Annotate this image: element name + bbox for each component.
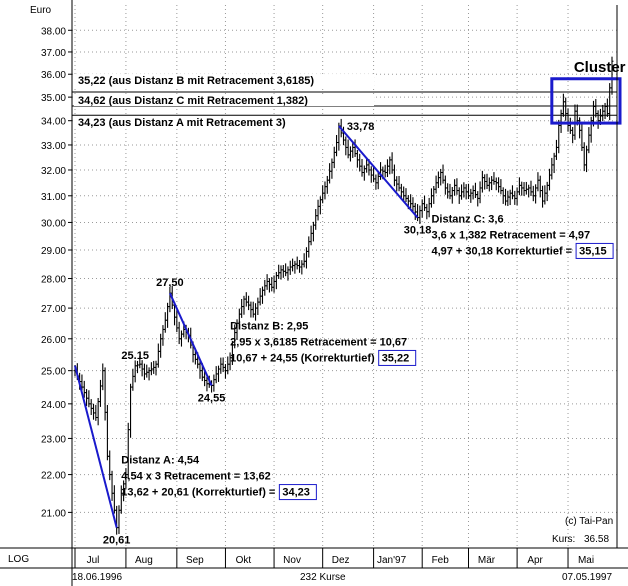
level-label-bg: [74, 94, 374, 107]
y-tick-label: 28.00: [41, 275, 66, 286]
level-label-bg: [74, 116, 374, 129]
annotation-result-box: [378, 349, 417, 366]
y-tick-label: 32.00: [41, 166, 66, 177]
trend-lines: [74, 125, 419, 528]
y-tick-label: 21.00: [41, 508, 66, 519]
x-tick-label: Sep: [186, 555, 204, 566]
retracement-level-label: 34,62 (aus Distanz C mit Retracement 1,3…: [78, 95, 308, 107]
date-end: 07.05.1997: [562, 572, 612, 583]
levels-layer: 35,22 (aus Distanz B mit Retracement 3,6…: [72, 74, 617, 129]
swing-label: 33,78: [347, 121, 375, 133]
x-tick-label: Dez: [332, 555, 350, 566]
x-tick-label: Jan'97: [377, 555, 407, 566]
y-tick-label: 23.00: [41, 434, 66, 445]
count-label: 232 Kurse: [300, 572, 346, 583]
kurs-value: 36.58: [584, 534, 609, 545]
y-tick-label: 27.00: [41, 304, 66, 315]
y-tick-label: 24.00: [41, 400, 66, 411]
swing-label: 25.15: [121, 350, 149, 362]
x-tick-label: Apr: [527, 555, 543, 566]
y-tick-label: 37.00: [41, 48, 66, 59]
x-tick-label: Aug: [135, 555, 153, 566]
date-start: 18.06.1996: [72, 572, 122, 583]
annotation-result: 34,23: [282, 487, 310, 499]
annotation-line: 4,54 x 3 Retracement = 13,62: [121, 471, 271, 483]
scale-label: LOG: [8, 554, 29, 565]
annotation-result: 35,15: [579, 245, 607, 257]
swing-label: 27,50: [156, 277, 184, 289]
annotation-result-box: [575, 242, 614, 259]
annotation-line: 3,6 x 1,382 Retracement = 4,97: [431, 229, 590, 241]
y-tick-label: 29.00: [41, 246, 66, 257]
annotation-line: Distanz B: 2,95: [230, 320, 308, 332]
annotation-line: Distanz A: 4,54: [121, 455, 200, 467]
x-tick-label: Mär: [478, 555, 496, 566]
annotation-line: Distanz C: 3,6: [431, 213, 503, 225]
price-bars: [73, 56, 614, 535]
swing-label: 20,61: [103, 535, 131, 547]
annotation-line: 13,62 + 20,61 (Korrekturtief) =: [121, 487, 275, 499]
retracement-level-label: 34,23 (aus Distanz A mit Retracement 3): [78, 117, 286, 129]
y-tick-label: 26.00: [41, 335, 66, 346]
trend-line: [74, 365, 118, 528]
x-tick-label: Mai: [578, 555, 594, 566]
y-tick-label: 35.00: [41, 93, 66, 104]
annotation-line: 2,95 x 3,6185 Retracement = 10,67: [230, 336, 407, 348]
x-tick-label: Jul: [87, 555, 100, 566]
copyright: (c) Tai-Pan: [565, 516, 613, 527]
kurs-label: Kurs:: [552, 534, 575, 545]
trend-line: [168, 292, 213, 386]
annotation-result-box: [278, 484, 317, 501]
y-tick-label: 31.00: [41, 192, 66, 203]
x-tick-label: Feb: [432, 555, 450, 566]
grid-layer: [72, 5, 617, 548]
annotation-layer: Cluster25.1520,6127,5024,5533,7830,18Dis…: [103, 59, 626, 547]
y-tick-label: 33.00: [41, 141, 66, 152]
annotation-result: 35,22: [382, 352, 410, 364]
annotation-line: 4,97 + 30,18 Korrekturtief =: [431, 245, 572, 257]
cluster-label: Cluster: [574, 59, 626, 76]
x-tick-label: Okt: [236, 555, 252, 566]
level-label-bg: [74, 74, 374, 87]
cluster-box: [550, 77, 622, 125]
x-tick-label: Nov: [283, 555, 301, 566]
retracement-level-label: 35,22 (aus Distanz B mit Retracement 3,6…: [78, 75, 314, 87]
y-tick-label: 36.00: [41, 70, 66, 81]
y-axis-title: Euro: [30, 5, 52, 16]
y-tick-label: 34.00: [41, 117, 66, 128]
swing-label: 24,55: [198, 392, 226, 404]
trend-line: [338, 125, 419, 219]
y-tick-label: 22.00: [41, 471, 66, 482]
y-tick-label: 38.00: [41, 26, 66, 37]
annotation-line: 10,67 + 24,55 (Korrekturtief): [230, 352, 375, 364]
swing-label: 30,18: [404, 225, 432, 237]
y-tick-label: 25.00: [41, 367, 66, 378]
y-tick-label: 30.00: [41, 218, 66, 229]
